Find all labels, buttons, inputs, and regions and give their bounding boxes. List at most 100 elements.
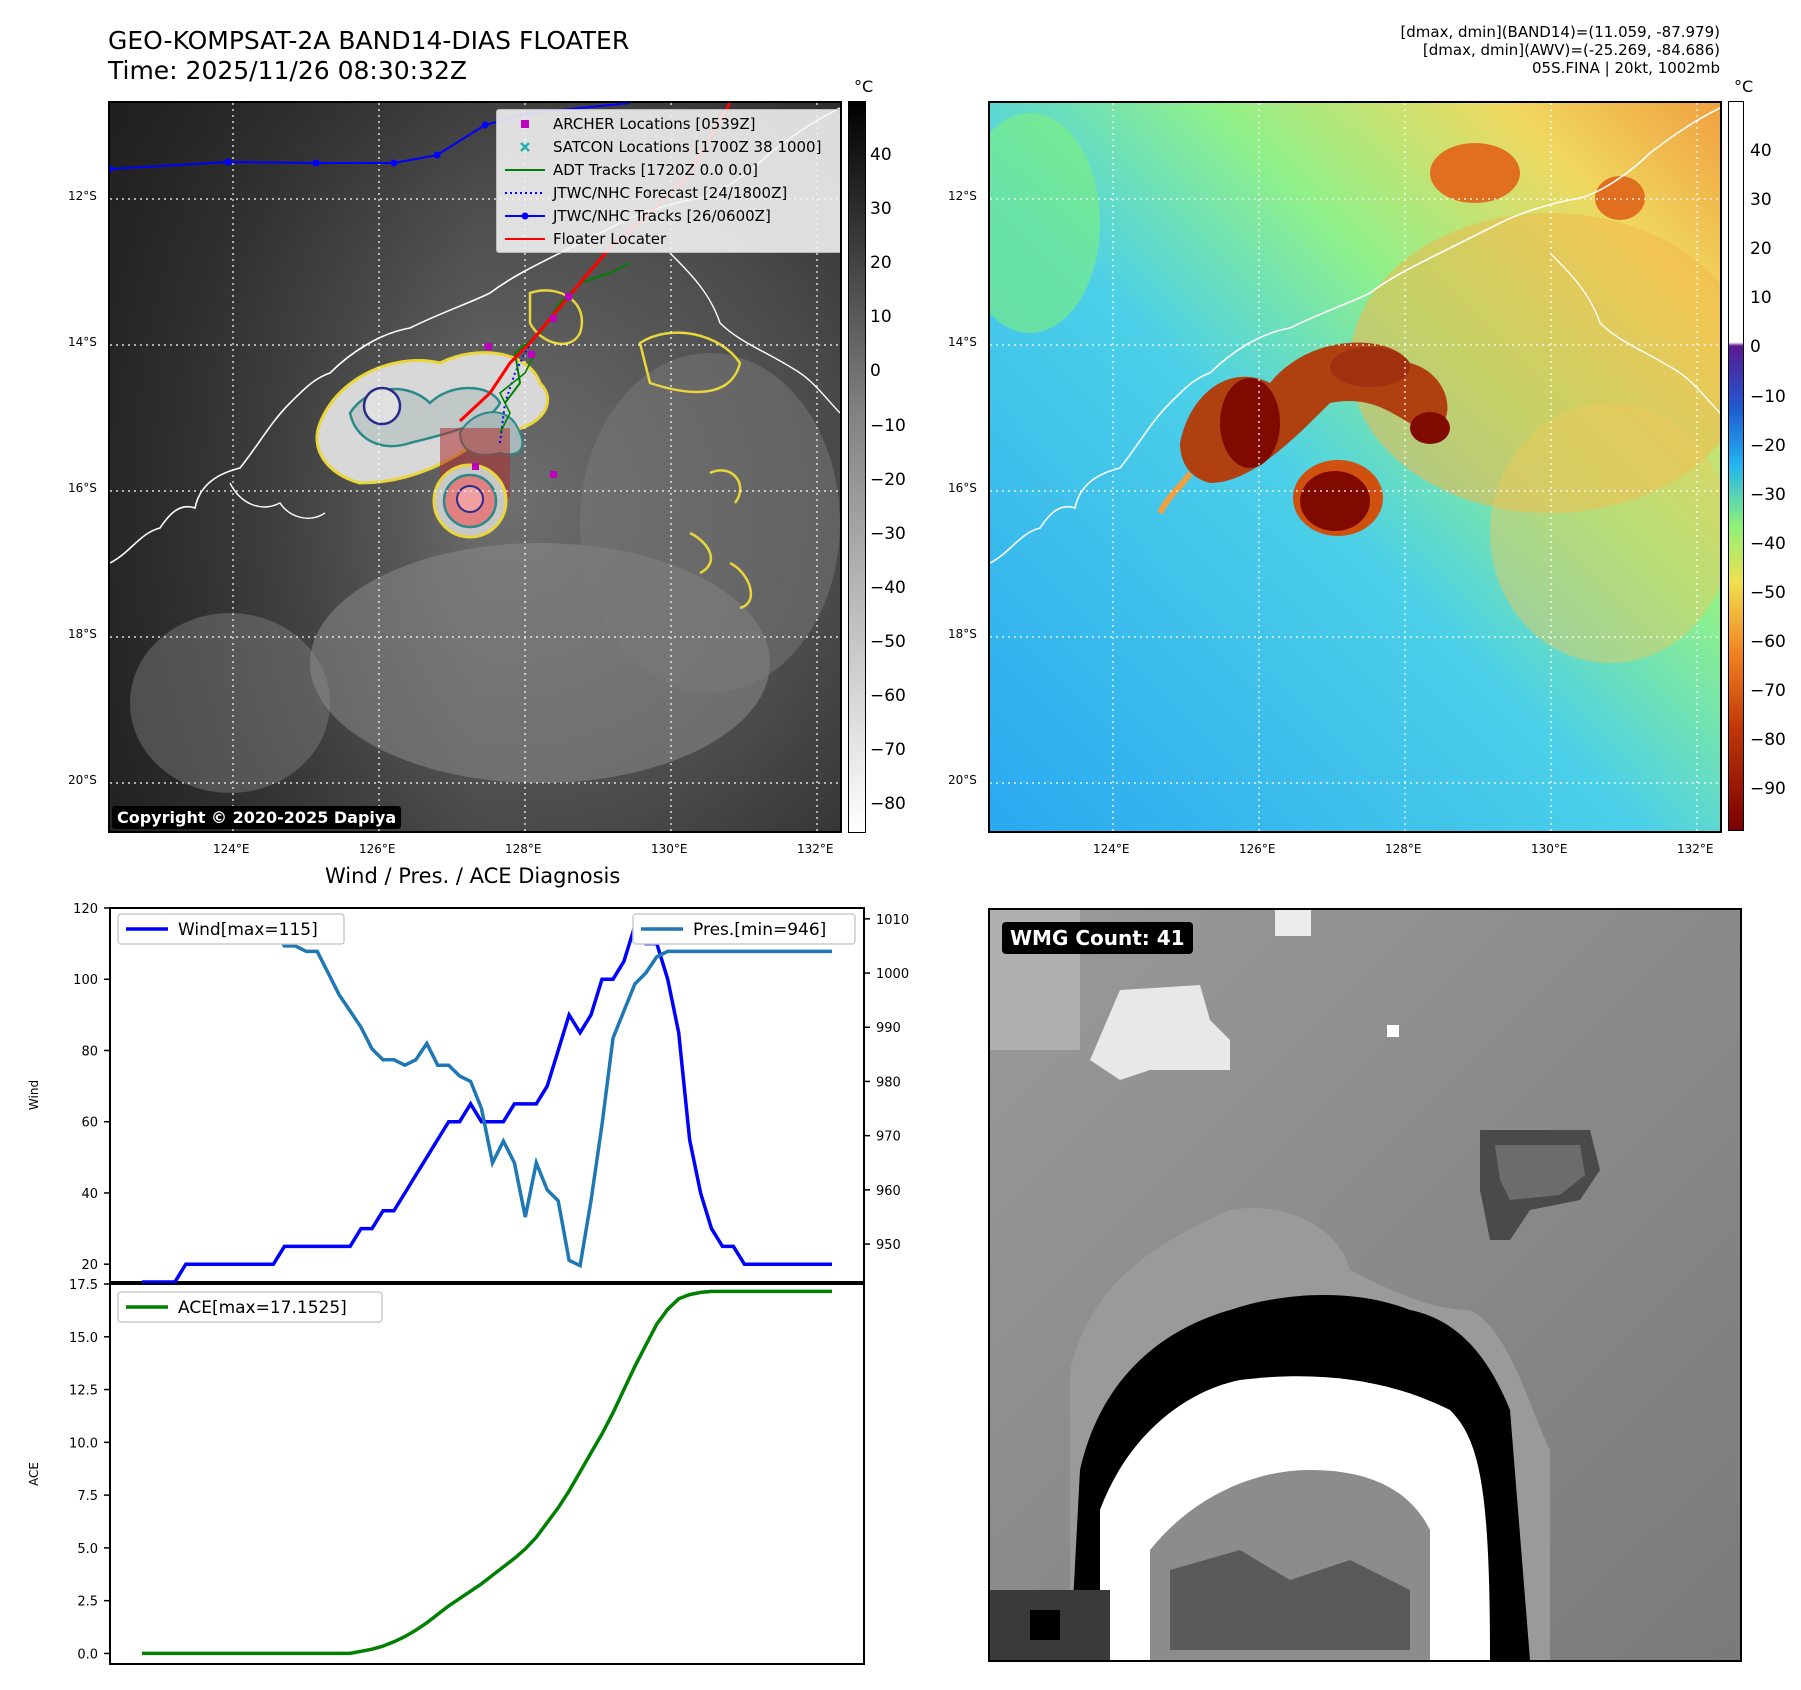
lon-label: 128°E <box>505 842 542 856</box>
legend-entry: ARCHER Locations [0539Z] <box>503 112 840 135</box>
colorbar-tick-label: 10 <box>870 307 892 328</box>
ir-cloud-field <box>580 353 840 693</box>
awv-dry-core <box>1220 378 1280 468</box>
colorbar-tick-label: −40 <box>870 577 906 598</box>
jtwc-track-points <box>110 121 489 173</box>
y-tick-label: 100 <box>73 973 98 988</box>
awv-moist-area <box>1490 403 1720 663</box>
legend-label: ADT Tracks [1720Z 0.0 0.0] <box>553 160 758 179</box>
figure-title: GEO-KOMPSAT-2A BAND14-DIAS FLOATER Time:… <box>108 26 629 86</box>
ir-contour <box>638 331 742 394</box>
y-tick-label: 80 <box>81 1044 98 1059</box>
archer-points <box>472 293 572 478</box>
ir-contour <box>709 469 742 504</box>
plot-frame <box>109 907 865 1283</box>
awv-storm-core <box>1300 471 1370 531</box>
wind-pressure-chart: 20 40 60 80 100 120 Wind 950 960 970 980 990 1000 101… <box>27 902 909 1284</box>
title-line-1: GEO-KOMPSAT-2A BAND14-DIAS FLOATER <box>108 26 630 55</box>
colorbar-tick-label: −60 <box>1750 632 1786 652</box>
legend-label: JTWC/NHC Tracks [26/0600Z] <box>553 206 771 225</box>
lon-label: 132°E <box>1677 842 1714 856</box>
awv-band-tail <box>1157 471 1193 515</box>
legend-label: SATCON Locations [1700Z 38 1000] <box>553 137 822 156</box>
awv-map-svg <box>990 103 1720 831</box>
wmg-count-label: WMG Count: 41 <box>1002 922 1193 954</box>
colorbar-tick-label: 30 <box>1750 190 1772 211</box>
chart-legend: Wind[max=115] <box>117 913 345 945</box>
lat-label: 18°S <box>948 627 977 641</box>
colorbar-tick-label: 20 <box>1750 239 1772 260</box>
colorbar-tick-label: 0 <box>1750 337 1761 358</box>
y-tick-label: 40 <box>81 1187 98 1202</box>
colorbar-tick-label: −50 <box>1750 582 1786 603</box>
y-tick-label: 120 <box>73 902 98 917</box>
y-tick-label: 0.0 <box>77 1647 98 1662</box>
colorbar-tick-label: −30 <box>1750 484 1786 505</box>
awv-colorbar-unit: °C <box>1734 77 1754 96</box>
y-tick-label: 7.5 <box>77 1489 98 1504</box>
legend-entry: JTWC/NHC Tracks [26/0600Z] <box>503 204 840 227</box>
series-line <box>142 1289 832 1656</box>
colorbar-tick-label: −20 <box>870 469 906 490</box>
y-tick-label: 2.5 <box>77 1595 98 1610</box>
storm-eye <box>456 485 484 513</box>
wmg-bright-patch <box>1275 910 1311 936</box>
y2-tick-label: 1010 <box>876 913 909 928</box>
diagnosis-title: Wind / Pres. / ACE Diagnosis <box>325 864 621 888</box>
wmg-center-dark <box>1170 1550 1410 1650</box>
chart-legend: ACE[max=17.1525] <box>117 1291 383 1323</box>
chart-legend-label: Wind[max=115] <box>178 920 318 940</box>
colorbar-tick-label: −10 <box>870 415 906 436</box>
colorbar-tick-label: −20 <box>1750 435 1786 456</box>
colorbar-tick-label: −70 <box>870 740 906 761</box>
awv-warm-blob <box>1430 143 1520 203</box>
header-info: [dmax, dmin](BAND14)=(11.059, -87.979) [… <box>1400 23 1720 77</box>
lat-label: 16°S <box>68 481 97 495</box>
colorbar-tick-label: −80 <box>870 794 906 815</box>
copyright-label: Copyright © 2020-2025 Dapiya <box>112 806 402 829</box>
legend-entry: ADT Tracks [1720Z 0.0 0.0] <box>503 158 840 181</box>
wmg-image <box>990 910 1740 1660</box>
legend-marker <box>521 119 529 128</box>
jtwc-forecast-line <box>499 342 531 444</box>
ir-colorbar-unit: °C <box>854 77 874 96</box>
colorbar-tick-label: −60 <box>870 686 906 706</box>
ir-contour <box>729 561 752 610</box>
lat-label: 14°S <box>948 335 977 349</box>
awv-colorbar <box>1728 101 1744 831</box>
ace-chart: 0.0 2.5 5.0 7.5 10.0 12.5 15.0 17.5 ACE ACE[max=1… <box>27 1278 865 1665</box>
ir-satellite-map: ARCHER Locations [0539Z] SATCON Locations… <box>108 101 842 833</box>
awv-coastline <box>1549 252 1720 414</box>
colorbar-tick-label: −90 <box>1750 779 1786 800</box>
colorbar-tick-label: −70 <box>1750 681 1786 702</box>
y-tick-label: 12.5 <box>69 1384 98 1399</box>
lon-label: 132°E <box>797 842 834 856</box>
awv-moist-area <box>990 113 1100 333</box>
y-axis-label: Wind <box>27 1080 41 1110</box>
legend-label: JTWC/NHC Forecast [24/1800Z] <box>553 183 788 202</box>
legend-entry: JTWC/NHC Forecast [24/1800Z] <box>503 181 840 204</box>
colorbar-tick-label: −10 <box>1750 386 1786 407</box>
wmg-ring-inner <box>1495 1145 1585 1200</box>
colorbar-tick-label: 40 <box>870 145 892 165</box>
y-tick-label: 17.5 <box>69 1278 98 1293</box>
ir-coastline <box>669 252 840 414</box>
legend-entry: SATCON Locations [1700Z 38 1000] <box>503 135 840 158</box>
y-tick-label: 10.0 <box>69 1436 98 1451</box>
colorbar-tick-label: 30 <box>870 199 892 220</box>
lat-label: 18°S <box>68 627 97 641</box>
y2-tick-label: 980 <box>876 1075 901 1090</box>
awv-dry-core <box>1410 412 1450 444</box>
lon-label: 126°E <box>1239 842 1276 856</box>
lat-label: 16°S <box>948 481 977 495</box>
ir-cold-top <box>362 386 402 426</box>
lat-label: 20°S <box>68 773 97 787</box>
chart-legend: Pres.[min=946] <box>632 913 856 945</box>
ir-cloud-field <box>130 613 330 793</box>
legend-marker <box>505 237 545 240</box>
lon-label: 130°E <box>651 842 688 856</box>
ir-coastline <box>229 482 326 519</box>
colorbar-tick-label: −80 <box>1750 730 1786 751</box>
lon-label: 128°E <box>1385 842 1422 856</box>
lat-label: 12°S <box>68 189 97 203</box>
